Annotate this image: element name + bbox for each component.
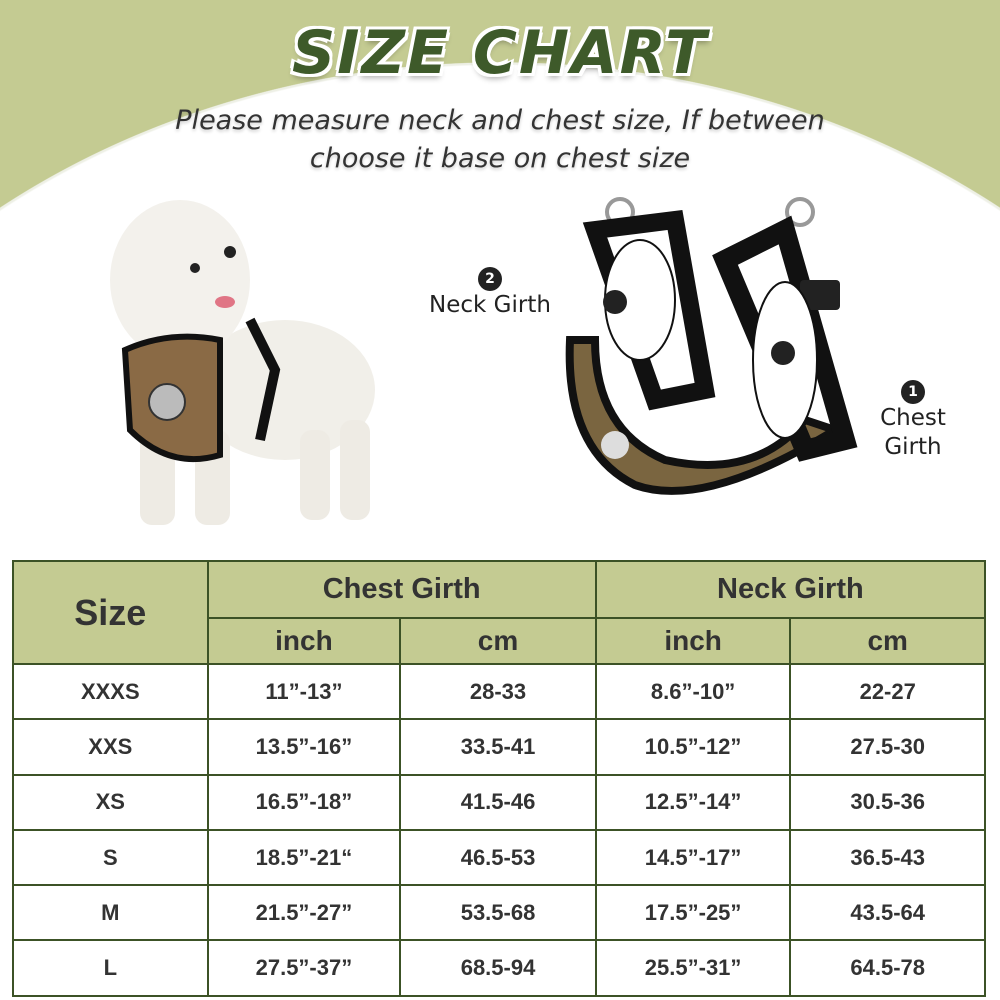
- chest-inch-cell: 21.5”-27”: [206, 884, 402, 942]
- neck-girth-label: 2 Neck Girth: [420, 262, 560, 320]
- neck-cm-cell: 43.5-64: [789, 884, 986, 942]
- table-row: S 18.5”-21“ 46.5-53 14.5”-17” 36.5-43: [12, 828, 986, 887]
- dog-image: [110, 200, 375, 525]
- neck-inch-cell: 14.5”-17”: [594, 828, 792, 887]
- table-row: M 21.5”-27” 53.5-68 17.5”-25” 43.5-64: [12, 884, 986, 942]
- chest-inch-cell: 18.5”-21“: [206, 828, 402, 887]
- chest-girth-text-2: Girth: [884, 434, 942, 460]
- table-row: L 27.5”-37” 68.5-94 25.5”-31” 64.5-78: [12, 939, 986, 997]
- size-cell: S: [12, 828, 209, 887]
- chest-inch-header: inch: [206, 617, 402, 665]
- size-cell: M: [12, 884, 209, 942]
- neck-cm-cell: 64.5-78: [789, 939, 986, 997]
- table-row: XS 16.5”-18” 41.5-46 12.5”-14” 30.5-36: [12, 773, 986, 831]
- neck-cm-cell: 27.5-30: [789, 718, 986, 776]
- chest-inch-cell: 16.5”-18”: [206, 773, 402, 831]
- neck-inch-cell: 10.5”-12”: [594, 718, 792, 776]
- neck-number-badge: 2: [478, 267, 502, 291]
- neck-cm-cell: 22-27: [789, 662, 986, 721]
- page-title: SIZE CHART: [291, 18, 709, 88]
- chest-cm-cell: 53.5-68: [399, 884, 597, 942]
- neck-cm-cell: 30.5-36: [789, 773, 986, 831]
- neck-inch-cell: 8.6”-10”: [594, 662, 792, 721]
- chest-cm-cell: 68.5-94: [399, 939, 597, 997]
- neck-cm-cell: 36.5-43: [789, 828, 986, 887]
- chest-cm-cell: 28-33: [399, 662, 597, 721]
- neck-inch-header: inch: [594, 617, 792, 665]
- table-row: XXXS 11”-13” 28-33 8.6”-10” 22-27: [12, 662, 986, 721]
- neck-inch-cell: 17.5”-25”: [594, 884, 792, 942]
- neck-girth-header: Neck Girth: [594, 560, 987, 619]
- subtitle: Please measure neck and chest size, If b…: [0, 102, 1000, 178]
- chest-inch-cell: 27.5”-37”: [206, 939, 402, 997]
- chest-cm-header: cm: [399, 617, 597, 665]
- chest-inch-cell: 11”-13”: [206, 662, 402, 721]
- chest-cm-cell: 46.5-53: [399, 828, 597, 887]
- chest-girth-header: Chest Girth: [206, 560, 597, 619]
- size-cell: XXXS: [12, 662, 209, 721]
- size-cell: L: [12, 939, 209, 997]
- chest-cm-cell: 33.5-41: [399, 718, 597, 776]
- subtitle-line-1: Please measure neck and chest size, If b…: [175, 105, 825, 136]
- chest-cm-cell: 41.5-46: [399, 773, 597, 831]
- subtitle-line-2: choose it base on chest size: [309, 143, 691, 174]
- chest-girth-text-1: Chest: [880, 405, 946, 431]
- neck-inch-cell: 25.5”-31”: [594, 939, 792, 997]
- chest-girth-label: 1 Chest Girth: [868, 375, 958, 462]
- chest-inch-cell: 13.5”-16”: [206, 718, 402, 776]
- size-table: Size Chest Girth Neck Girth inch cm inch…: [12, 560, 987, 997]
- size-cell: XXS: [12, 718, 209, 776]
- chest-number-badge: 1: [901, 380, 925, 404]
- neck-inch-cell: 12.5”-14”: [594, 773, 792, 831]
- neck-girth-text: Neck Girth: [429, 292, 551, 318]
- neck-cm-header: cm: [789, 617, 986, 665]
- size-header: Size: [12, 560, 209, 665]
- harness-image: [565, 197, 858, 495]
- size-cell: XS: [12, 773, 209, 831]
- table-row: XXS 13.5”-16” 33.5-41 10.5”-12” 27.5-30: [12, 718, 986, 776]
